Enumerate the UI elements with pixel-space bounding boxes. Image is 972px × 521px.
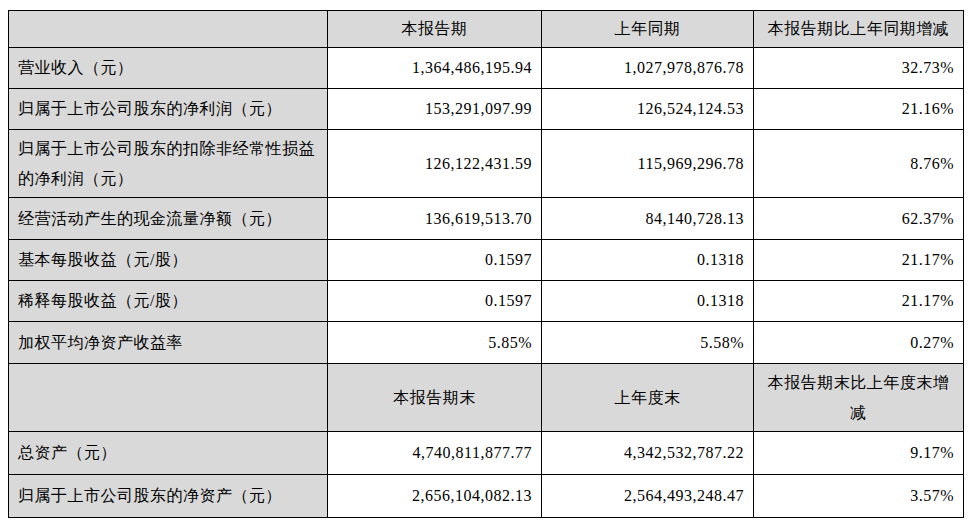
- row-label: 归属于上市公司股东的净利润（元）: [9, 89, 328, 130]
- table-row-total-assets: 总资产（元） 4,740,811,877.77 4,342,532,787.22…: [9, 432, 964, 475]
- value-current: 126,122,431.59: [328, 130, 542, 198]
- value-prior: 2,564,493,248.47: [542, 475, 754, 518]
- value-prior: 5.58%: [542, 322, 754, 364]
- row-label: 营业收入（元）: [9, 48, 328, 89]
- value-prior: 4,342,532,787.22: [542, 432, 754, 475]
- value-change: 8.76%: [754, 130, 964, 198]
- value-current: 5.85%: [328, 322, 542, 364]
- value-change: 32.73%: [754, 48, 964, 89]
- value-change: 21.17%: [754, 281, 964, 322]
- value-change: 21.17%: [754, 240, 964, 281]
- row-label: 总资产（元）: [9, 432, 328, 475]
- header-period-change: 本报告期比上年同期增减: [754, 11, 964, 48]
- header-blank-cell: [9, 11, 328, 48]
- value-current: 0.1597: [328, 281, 542, 322]
- table-row-net-assets: 归属于上市公司股东的净资产（元） 2,656,104,082.13 2,564,…: [9, 475, 964, 518]
- report-page: 本报告期 上年同期 本报告期比上年同期增减 营业收入（元） 1,364,486,…: [0, 0, 972, 521]
- header-blank-cell: [9, 364, 328, 432]
- row-label: 经营活动产生的现金流量净额（元）: [9, 198, 328, 240]
- value-change: 0.27%: [754, 322, 964, 364]
- financial-summary-table: 本报告期 上年同期 本报告期比上年同期增减 营业收入（元） 1,364,486,…: [8, 10, 964, 518]
- value-prior: 126,524,124.53: [542, 89, 754, 130]
- table-row-operating-cash-flow: 经营活动产生的现金流量净额（元） 136,619,513.70 84,140,7…: [9, 198, 964, 240]
- value-prior: 84,140,728.13: [542, 198, 754, 240]
- row-label: 归属于上市公司股东的净资产（元）: [9, 475, 328, 518]
- row-label: 归属于上市公司股东的扣除非经常性损益的净利润（元）: [9, 130, 328, 198]
- value-prior: 115,969,296.78: [542, 130, 754, 198]
- value-prior: 1,027,978,876.78: [542, 48, 754, 89]
- table-row-weighted-avg-roe: 加权平均净资产收益率 5.85% 5.58% 0.27%: [9, 322, 964, 364]
- row-label: 加权平均净资产收益率: [9, 322, 328, 364]
- value-current: 1,364,486,195.94: [328, 48, 542, 89]
- header-period-end-change: 本报告期末比上年度末增减: [754, 364, 964, 432]
- value-current: 4,740,811,877.77: [328, 432, 542, 475]
- value-prior: 0.1318: [542, 240, 754, 281]
- table-header-period: 本报告期 上年同期 本报告期比上年同期增减: [9, 11, 964, 48]
- value-change: 21.16%: [754, 89, 964, 130]
- value-change: 3.57%: [754, 475, 964, 518]
- header-current-period-end: 本报告期末: [328, 364, 542, 432]
- row-label: 稀释每股收益（元/股）: [9, 281, 328, 322]
- value-current: 2,656,104,082.13: [328, 475, 542, 518]
- header-current-period: 本报告期: [328, 11, 542, 48]
- header-prior-period: 上年同期: [542, 11, 754, 48]
- value-current: 153,291,097.99: [328, 89, 542, 130]
- value-change: 62.37%: [754, 198, 964, 240]
- header-prior-year-end: 上年度末: [542, 364, 754, 432]
- row-label: 基本每股收益（元/股）: [9, 240, 328, 281]
- value-current: 0.1597: [328, 240, 542, 281]
- table-row-net-profit: 归属于上市公司股东的净利润（元） 153,291,097.99 126,524,…: [9, 89, 964, 130]
- value-prior: 0.1318: [542, 281, 754, 322]
- value-current: 136,619,513.70: [328, 198, 542, 240]
- table-header-period-end: 本报告期末 上年度末 本报告期末比上年度末增减: [9, 364, 964, 432]
- table-row-diluted-eps: 稀释每股收益（元/股） 0.1597 0.1318 21.17%: [9, 281, 964, 322]
- value-change: 9.17%: [754, 432, 964, 475]
- table-row-revenue: 营业收入（元） 1,364,486,195.94 1,027,978,876.7…: [9, 48, 964, 89]
- table-row-deducted-net-profit: 归属于上市公司股东的扣除非经常性损益的净利润（元） 126,122,431.59…: [9, 130, 964, 198]
- table-row-basic-eps: 基本每股收益（元/股） 0.1597 0.1318 21.17%: [9, 240, 964, 281]
